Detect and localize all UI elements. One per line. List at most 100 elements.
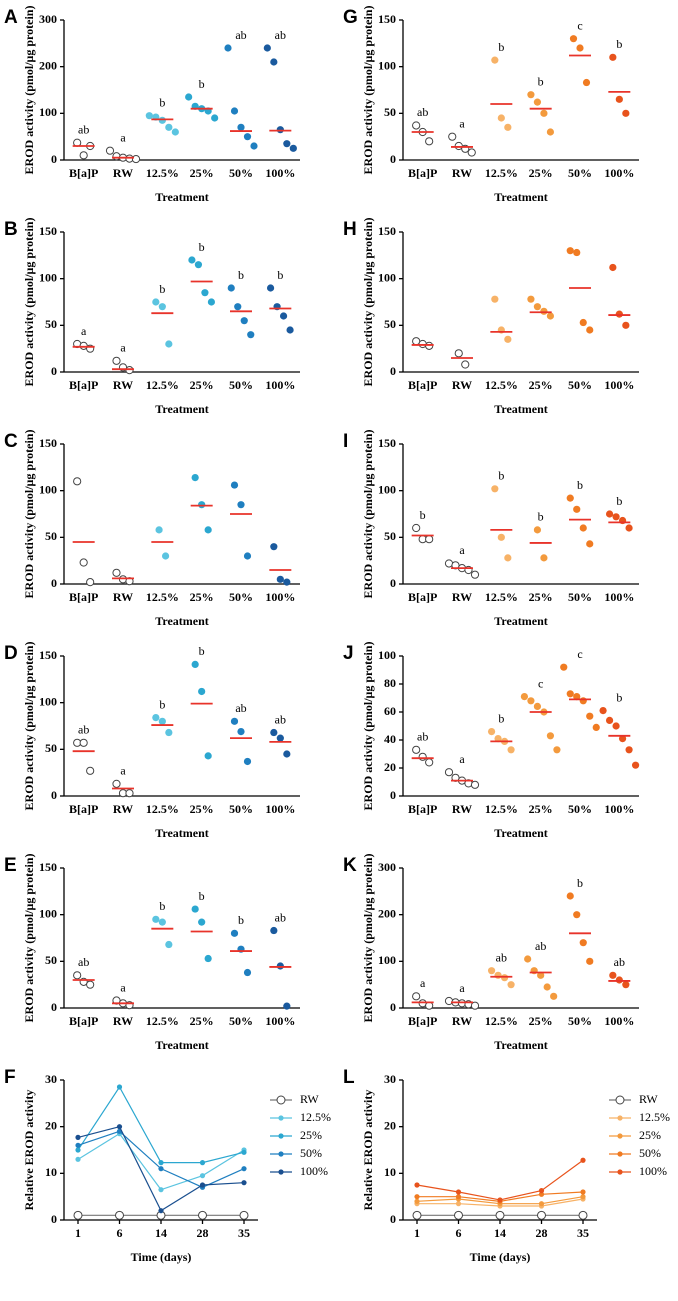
data-point bbox=[230, 929, 239, 937]
x-tick-label: 25% bbox=[190, 1014, 214, 1028]
y-tick-label: 30 bbox=[45, 1072, 57, 1086]
legend-label: RW bbox=[300, 1092, 319, 1106]
data-point bbox=[586, 326, 594, 334]
data-point bbox=[605, 510, 614, 518]
y-tick-label: 150 bbox=[39, 860, 57, 874]
x-tick-label: RW bbox=[452, 166, 472, 180]
y-tick-label: 0 bbox=[51, 788, 57, 802]
significance-letter: b bbox=[498, 40, 504, 54]
x-tick-label: 25% bbox=[190, 590, 214, 604]
legend-marker bbox=[278, 1169, 284, 1175]
data-point bbox=[263, 44, 271, 52]
x-tick-label: 1 bbox=[414, 1226, 420, 1240]
data-point bbox=[580, 1157, 586, 1163]
data-point bbox=[237, 728, 245, 736]
y-tick-label: 150 bbox=[378, 12, 396, 26]
data-point bbox=[579, 697, 587, 705]
data-point bbox=[520, 693, 529, 701]
y-tick-label: 50 bbox=[45, 953, 57, 967]
data-point bbox=[573, 505, 581, 513]
data-point bbox=[533, 303, 542, 311]
data-point bbox=[612, 722, 620, 730]
data-point bbox=[243, 968, 252, 977]
data-point bbox=[580, 1189, 586, 1195]
data-point bbox=[543, 983, 551, 991]
data-point bbox=[625, 524, 633, 532]
significance-letter: a bbox=[459, 543, 465, 557]
x-tick-label: 35 bbox=[577, 1226, 589, 1240]
x-tick-label: 6 bbox=[117, 1226, 123, 1240]
y-tick-label: 50 bbox=[384, 317, 396, 331]
data-point bbox=[230, 107, 239, 115]
data-point bbox=[165, 940, 173, 949]
legend-label: 12.5% bbox=[639, 1110, 670, 1124]
data-point bbox=[211, 114, 219, 122]
data-point bbox=[204, 526, 212, 534]
data-point bbox=[487, 728, 496, 736]
data-point bbox=[533, 526, 542, 534]
y-tick-label: 50 bbox=[45, 741, 57, 755]
x-tick-label: 100% bbox=[604, 166, 634, 180]
data-point bbox=[158, 1160, 164, 1166]
y-tick-label: 100 bbox=[378, 58, 396, 72]
y-tick-label: 100 bbox=[378, 953, 396, 967]
data-point bbox=[230, 717, 239, 725]
significance-letter: b bbox=[159, 697, 165, 711]
data-point bbox=[158, 116, 166, 124]
y-tick-label: 20 bbox=[45, 1118, 57, 1132]
significance-letter: a bbox=[459, 752, 465, 766]
data-point bbox=[224, 44, 232, 52]
data-point bbox=[270, 926, 278, 935]
data-point bbox=[454, 349, 463, 358]
significance-letter: b bbox=[538, 74, 544, 88]
data-point bbox=[538, 1201, 545, 1207]
y-tick-label: 20 bbox=[384, 760, 396, 774]
x-tick-label: RW bbox=[113, 802, 133, 816]
data-point bbox=[73, 477, 82, 486]
data-point bbox=[592, 723, 600, 732]
y-tick-label: 100 bbox=[378, 648, 396, 662]
x-tick-label: 12.5% bbox=[146, 590, 179, 604]
data-point bbox=[470, 1001, 480, 1010]
x-tick-label: 100% bbox=[265, 166, 295, 180]
significance-letter: b bbox=[498, 469, 504, 483]
legend-label: 25% bbox=[300, 1128, 322, 1142]
x-tick-label: 50% bbox=[568, 166, 592, 180]
y-axis-title: EROD activity (pmol/μg protein) bbox=[22, 6, 36, 175]
legend-label: 50% bbox=[300, 1146, 322, 1160]
x-tick-label: RW bbox=[452, 378, 472, 392]
legend-marker bbox=[615, 1095, 625, 1105]
significance-letter: ab bbox=[78, 723, 89, 737]
significance-letter: b bbox=[577, 876, 583, 890]
y-tick-label: 300 bbox=[378, 860, 396, 874]
x-tick-label: 100% bbox=[604, 1014, 634, 1028]
data-point bbox=[412, 523, 421, 533]
data-point bbox=[145, 112, 153, 120]
significance-letter: a bbox=[120, 980, 126, 994]
x-tick-label: 14 bbox=[494, 1226, 506, 1240]
data-point bbox=[191, 905, 199, 913]
data-point bbox=[418, 752, 427, 761]
data-point bbox=[276, 734, 284, 742]
data-point bbox=[527, 91, 535, 99]
significance-letter: b bbox=[199, 644, 205, 658]
data-point bbox=[276, 962, 284, 970]
data-point bbox=[615, 310, 623, 318]
data-point bbox=[454, 1210, 463, 1220]
significance-letter: b bbox=[616, 690, 622, 704]
data-point bbox=[283, 1002, 291, 1010]
data-point bbox=[201, 289, 209, 297]
data-point bbox=[576, 44, 584, 52]
y-tick-label: 100 bbox=[378, 482, 396, 496]
data-point bbox=[240, 317, 248, 325]
y-axis-title: Relative EROD activity bbox=[22, 1090, 36, 1211]
x-tick-label: RW bbox=[113, 590, 133, 604]
x-axis-title: Treatment bbox=[155, 1038, 209, 1052]
data-point bbox=[198, 918, 206, 926]
x-tick-label: 25% bbox=[190, 166, 214, 180]
data-point bbox=[115, 1210, 124, 1220]
legend-marker bbox=[617, 1169, 623, 1175]
significance-letter: a bbox=[420, 976, 426, 990]
data-point bbox=[412, 1210, 422, 1220]
